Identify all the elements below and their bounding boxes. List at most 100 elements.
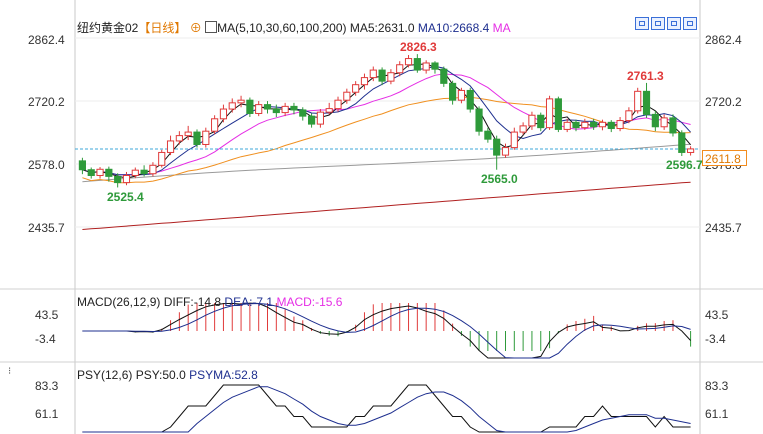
candle-body (554, 98, 562, 130)
psy-tick-left-2: 61.1 (35, 407, 59, 421)
candle-body (325, 108, 333, 113)
candle-body (466, 89, 474, 110)
psy-value: PSY:50.0 (135, 368, 186, 382)
candle-body (316, 111, 324, 125)
candle-body (678, 132, 686, 153)
y-tick-right-4: 2435.7 (705, 221, 742, 235)
macd-tick-right-1: 43.5 (705, 308, 729, 322)
candle-body (449, 82, 457, 101)
candle-body (457, 89, 466, 101)
candle-body (193, 131, 201, 145)
instrument-name: 纽约黄金02 (77, 21, 139, 35)
candle-body (255, 104, 263, 114)
candle-body (404, 58, 413, 66)
candle-body (211, 118, 219, 132)
macd-tick-left-2: -3.4 (35, 332, 56, 346)
candle-body (545, 98, 554, 129)
zoom-in-icon[interactable] (635, 17, 649, 30)
candle-body (334, 99, 342, 110)
ma30-line (82, 73, 691, 176)
candle-body (87, 169, 95, 176)
macd-tick-left-1: 43.5 (35, 308, 59, 322)
macd-diff-line (82, 302, 691, 359)
candle-body (625, 110, 633, 122)
candle-body (299, 109, 307, 117)
candle-body (422, 62, 430, 71)
y-tick-left-3: 2578.0 (28, 158, 65, 172)
candle-body (352, 84, 360, 93)
y-tick-left-4: 2435.7 (28, 221, 65, 235)
ma5-line (82, 63, 691, 179)
ma-more-value: MA (492, 21, 511, 35)
candle-body (616, 120, 624, 130)
add-indicator-icon[interactable]: ⊕ (189, 21, 202, 35)
annotation-low-1: 2525.4 (107, 190, 144, 204)
play-icon[interactable] (667, 17, 681, 30)
period-selector[interactable]: 【日线】 (138, 21, 187, 35)
candle-body (307, 115, 316, 125)
macd-tick-right-2: -3.4 (705, 332, 726, 346)
candle-body (140, 169, 148, 175)
zoom-out-icon[interactable] (651, 17, 665, 30)
psy-tick-right-1: 83.3 (705, 379, 729, 393)
candle-body (219, 108, 228, 120)
candle-body (651, 113, 659, 128)
candle-body (78, 160, 86, 171)
ma-toggle-icon[interactable] (205, 21, 218, 33)
candle-body (537, 114, 545, 129)
current-price-label: 2611.8 (702, 150, 747, 166)
candle-body (475, 108, 483, 132)
candle-body (634, 90, 642, 112)
annotation-high-1: 2826.3 (400, 40, 437, 54)
candle-body (378, 69, 386, 82)
candle-body (105, 168, 113, 177)
ma5-value: MA5:2631.0 (349, 21, 415, 35)
candle-body (581, 121, 589, 129)
y-tick-left-2: 2720.2 (28, 95, 65, 109)
macd-dea-line (82, 302, 691, 359)
candle-body (131, 169, 139, 176)
candle-body (272, 108, 280, 114)
candle-body (642, 90, 651, 115)
candle-body (669, 117, 677, 134)
candle-body (598, 121, 607, 128)
candle-body (590, 121, 598, 128)
candle-body (572, 121, 580, 129)
y-tick-left-1: 2862.4 (28, 33, 65, 47)
psy-tick-right-2: 61.1 (705, 407, 729, 421)
annotation-low-2: 2565.0 (481, 172, 518, 186)
pane-toggle-icon[interactable]: ⁝ (8, 366, 12, 377)
psy-line (82, 384, 691, 433)
macd-legend: MACD(26,12,9) DIFF:-14.8 DEA:-7.1 MACD:-… (77, 295, 342, 309)
candle-body (369, 69, 377, 79)
macd-diff: DIFF:-14.8 (163, 295, 222, 309)
chart-legend: 纽约黄金02【日线】 ⊕ MA(5,10,30,60,100,200) MA5:… (77, 19, 511, 36)
candle-body (396, 64, 404, 74)
candle-body (360, 77, 369, 86)
candle-body (202, 130, 210, 145)
annotation-high-2: 2761.3 (627, 69, 664, 83)
ma10-line (82, 65, 691, 176)
candle-body (263, 104, 272, 110)
candle-body (343, 91, 351, 101)
ma-params: MA(5,10,30,60,100,200) (217, 21, 347, 35)
candle-body (519, 125, 527, 133)
candle-body (387, 72, 395, 82)
psy-params: PSY(12,6) (77, 368, 133, 382)
candle-body (158, 151, 166, 166)
step-forward-icon[interactable] (683, 17, 697, 30)
ma200-line (82, 181, 691, 230)
y-tick-right-1: 2862.4 (705, 33, 742, 47)
candle-body (440, 68, 448, 84)
psyma-line (82, 386, 691, 433)
candle-body (96, 168, 104, 176)
candle-body (484, 130, 492, 140)
candle-body (660, 117, 668, 128)
candle-body (563, 121, 571, 130)
macd-dea: DEA:-7.1 (224, 295, 274, 309)
candle-body (431, 62, 439, 70)
candle-body (114, 175, 122, 184)
candle-body (281, 105, 289, 114)
candle-body (246, 99, 254, 114)
